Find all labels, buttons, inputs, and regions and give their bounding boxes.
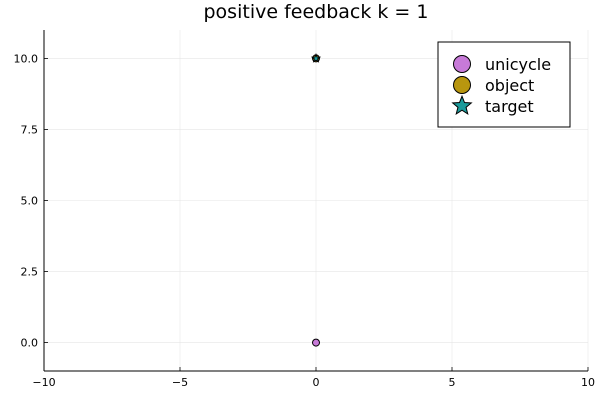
tick-labels: −10 −5 0 5 10 0.0 2.5 5.0 7.5 10.0 [14,52,596,389]
y-tick-label: 0.0 [21,337,39,350]
target-point [310,53,322,63]
x-tick-label: 10 [581,376,595,389]
y-tick-label: 2.5 [21,266,39,279]
legend-label-object: object [485,76,534,95]
y-tick-label: 10.0 [14,52,39,65]
legend-marker-object [453,76,471,94]
data-marks [310,53,322,347]
legend-label-unicycle: unicycle [485,55,551,74]
legend-label-target: target [485,97,534,116]
legend-marker-target [451,94,473,116]
y-tick-label: 5.0 [21,195,39,208]
x-tick-label: −5 [172,376,188,389]
axes [43,30,589,372]
y-tick-label: 7.5 [21,123,39,136]
unicycle-point [312,338,320,347]
legend: unicycle object target [437,41,571,128]
x-tick-label: 0 [313,376,320,389]
x-tick-label: 5 [449,376,456,389]
legend-marker-unicycle [453,55,471,73]
x-tick-label: −10 [32,376,55,389]
chart-title: positive feedback k = 1 [204,1,429,23]
